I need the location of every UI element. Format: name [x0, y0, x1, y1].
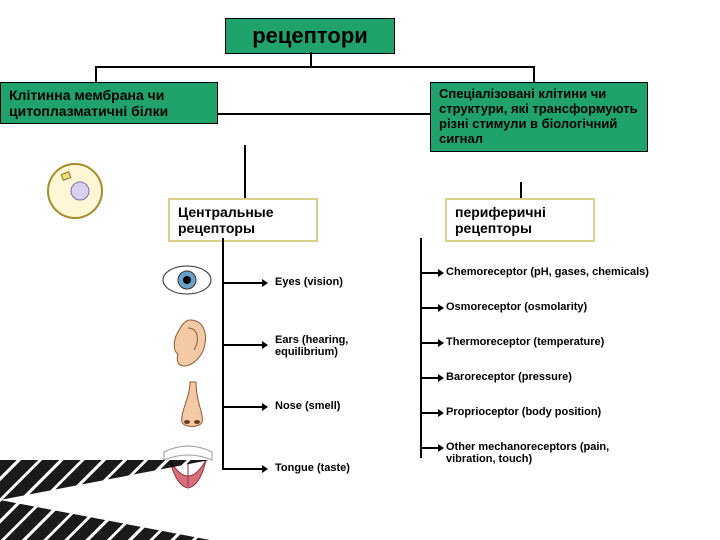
- recept-label-0: Chemoreceptor (pH, gases, chemicals): [446, 266, 649, 278]
- recept-label-4: Proprioceptor (body position): [446, 406, 601, 418]
- conn-right-to-periph: [520, 182, 522, 198]
- left-branch-box: Клітинна мембрана чи цитоплазматичні біл…: [0, 82, 218, 124]
- sense-label-3: Tongue (taste): [275, 462, 350, 474]
- cell-icon: [42, 155, 108, 221]
- conn-left-to-right: [218, 113, 430, 115]
- sense-arrow-2: [222, 406, 262, 408]
- recept-arrow-5: [420, 447, 438, 449]
- peripheral-receptors-box: периферичні рецепторы: [445, 198, 595, 242]
- sense-arrow-1: [222, 344, 262, 346]
- recept-label-2: Thermoreceptor (temperature): [446, 336, 604, 348]
- recept-label-1: Osmoreceptor (osmolarity): [446, 301, 587, 313]
- recept-arrow-0: [420, 272, 438, 274]
- right-branch-box: Спеціалізовані клітини чи структури, які…: [430, 82, 648, 152]
- nose-icon: [172, 378, 212, 432]
- eye-icon: [160, 260, 214, 300]
- recept-arrow-1: [420, 307, 438, 309]
- sense-arrow-3: [222, 468, 262, 470]
- recept-label-5: Other mechanoreceptors (pain, vibration,…: [446, 441, 646, 465]
- recept-arrow-3: [420, 377, 438, 379]
- sense-label-2: Nose (smell): [275, 400, 340, 412]
- conn-right-drop: [533, 66, 535, 82]
- conn-title-horiz: [95, 66, 535, 68]
- recept-label-3: Baroreceptor (pressure): [446, 371, 572, 383]
- recept-arrow-4: [420, 412, 438, 414]
- senses-spine: [222, 238, 224, 470]
- sense-label-1: Ears (hearing, equilibrium): [275, 334, 348, 358]
- sense-label-0: Eyes (vision): [275, 276, 343, 288]
- recept-arrow-2: [420, 342, 438, 344]
- sense-arrow-0: [222, 282, 262, 284]
- recept-spine: [420, 238, 422, 458]
- conn-left-drop: [95, 66, 97, 82]
- conn-mid-to-central: [244, 145, 246, 198]
- title-box: рецептори: [225, 18, 395, 54]
- ear-icon: [168, 316, 212, 370]
- central-receptors-box: Центральные рецепторы: [168, 198, 318, 242]
- conn-title-down: [310, 52, 312, 66]
